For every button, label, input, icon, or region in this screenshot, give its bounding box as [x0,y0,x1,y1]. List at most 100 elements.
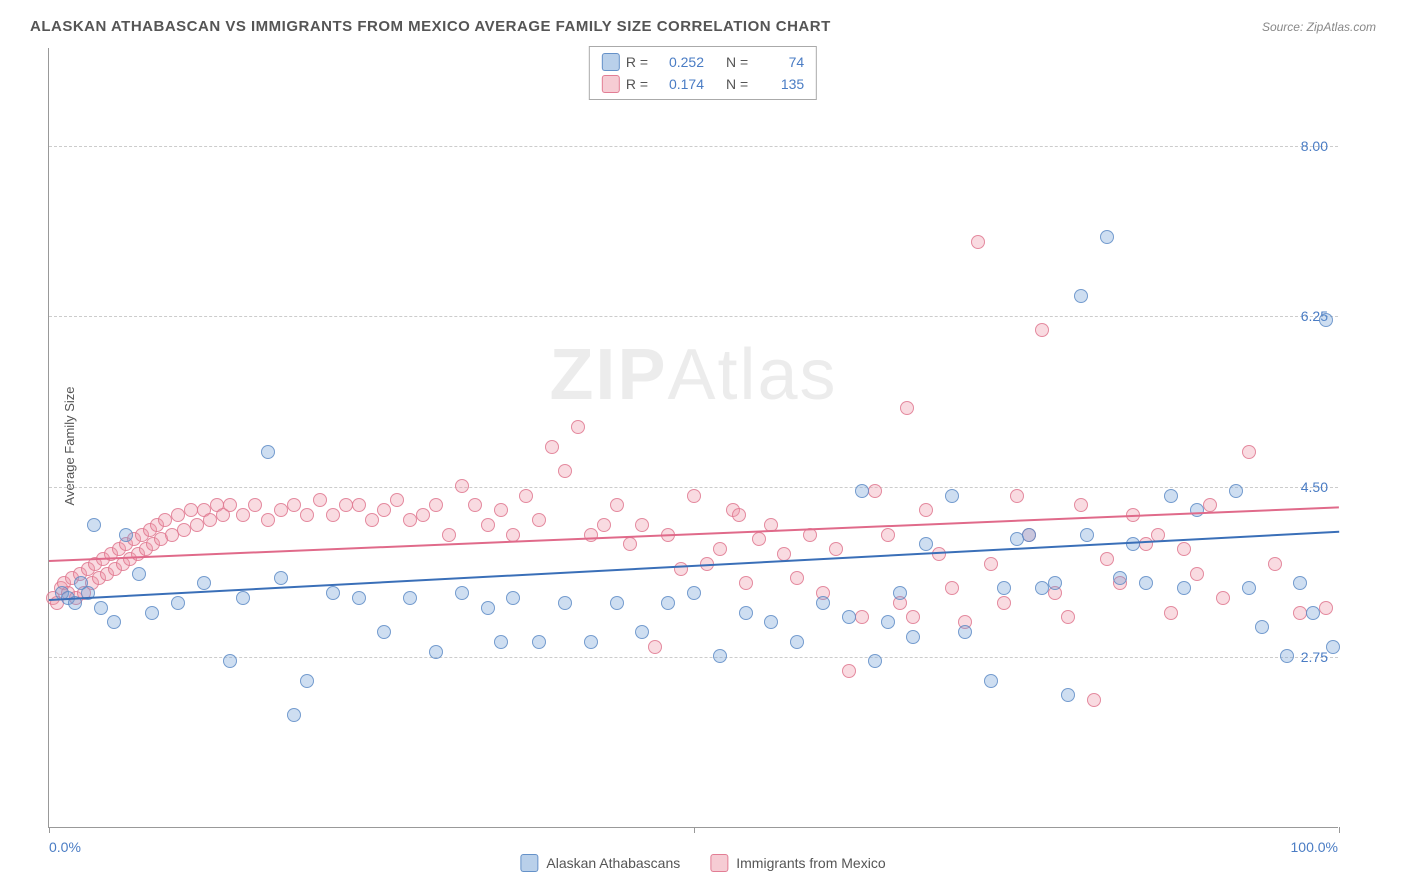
n-label: N = [726,76,748,92]
scatter-point [739,576,753,590]
scatter-point [1216,591,1230,605]
scatter-point [558,596,572,610]
scatter-point [816,596,830,610]
scatter-point [545,440,559,454]
scatter-point [739,606,753,620]
scatter-point [1255,620,1269,634]
scatter-point [184,503,198,517]
scatter-point [300,674,314,688]
scatter-point [1164,489,1178,503]
scatter-point [919,503,933,517]
scatter-point [790,571,804,585]
legend-item-2: Immigrants from Mexico [710,854,885,872]
scatter-point [1280,649,1294,663]
legend-label-2: Immigrants from Mexico [736,855,885,871]
x-tick-mark [49,827,50,833]
scatter-point [326,508,340,522]
x-tick-mark [1339,827,1340,833]
scatter-point [571,420,585,434]
scatter-point [790,635,804,649]
scatter-point [1319,313,1333,327]
r-label: R = [626,54,648,70]
scatter-point [1074,289,1088,303]
scatter-point [87,518,101,532]
y-tick-label: 4.50 [1301,479,1328,495]
scatter-point [165,528,179,542]
scatter-point [1319,601,1333,615]
scatter-point [532,635,546,649]
n-value-1: 74 [754,54,804,70]
scatter-point [1293,606,1307,620]
scatter-point [494,503,508,517]
scatter-point [1113,571,1127,585]
y-tick-label: 8.00 [1301,138,1328,154]
scatter-point [429,645,443,659]
scatter-point [377,625,391,639]
r-label: R = [626,76,648,92]
scatter-point [984,674,998,688]
x-tick-mark [694,827,695,833]
scatter-point [868,484,882,498]
scatter-point [171,508,185,522]
scatter-point [177,523,191,537]
scatter-point [107,615,121,629]
scatter-point [1177,581,1191,595]
scatter-point [610,596,624,610]
n-value-2: 135 [754,76,804,92]
scatter-point [1242,445,1256,459]
scatter-point [1190,567,1204,581]
chart-title: ALASKAN ATHABASCAN VS IMMIGRANTS FROM ME… [30,18,831,35]
scatter-point [248,498,262,512]
legend-item-1: Alaskan Athabascans [520,854,680,872]
swatch-pink-icon [602,75,620,93]
scatter-point [752,532,766,546]
scatter-point [190,518,204,532]
scatter-point [1242,581,1256,595]
scatter-point [287,708,301,722]
scatter-point [984,557,998,571]
scatter-point [1010,532,1024,546]
scatter-point [674,562,688,576]
scatter-point [893,586,907,600]
scatter-point [1190,503,1204,517]
scatter-point [119,528,133,542]
scatter-point [661,596,675,610]
scatter-point [732,508,746,522]
scatter-point [919,537,933,551]
scatter-point [1010,489,1024,503]
scatter-point [145,606,159,620]
scatter-point [300,508,314,522]
scatter-point [855,484,869,498]
scatter-point [352,498,366,512]
scatter-point [171,596,185,610]
scatter-point [635,625,649,639]
swatch-pink-icon [710,854,728,872]
scatter-point [455,586,469,600]
scatter-point [203,513,217,527]
scatter-point [713,649,727,663]
scatter-point [1061,688,1075,702]
chart-plot-area: ZIPAtlas 2.754.506.258.000.0%100.0% [48,48,1338,828]
scatter-point [261,513,275,527]
scatter-point [635,518,649,532]
scatter-point [1203,498,1217,512]
scatter-point [236,591,250,605]
scatter-point [1229,484,1243,498]
legend-stats-row-2: R = 0.174 N = 135 [602,73,804,95]
gridline [49,316,1338,317]
scatter-point [971,235,985,249]
scatter-point [1100,230,1114,244]
scatter-point [558,464,572,478]
scatter-point [648,640,662,654]
scatter-point [900,401,914,415]
scatter-point [94,601,108,615]
scatter-point [881,615,895,629]
scatter-point [519,489,533,503]
scatter-point [1048,576,1062,590]
r-value-2: 0.174 [654,76,704,92]
scatter-point [597,518,611,532]
legend-stats: R = 0.252 N = 74 R = 0.174 N = 135 [589,46,817,100]
scatter-point [945,489,959,503]
scatter-point [1268,557,1282,571]
scatter-point [429,498,443,512]
